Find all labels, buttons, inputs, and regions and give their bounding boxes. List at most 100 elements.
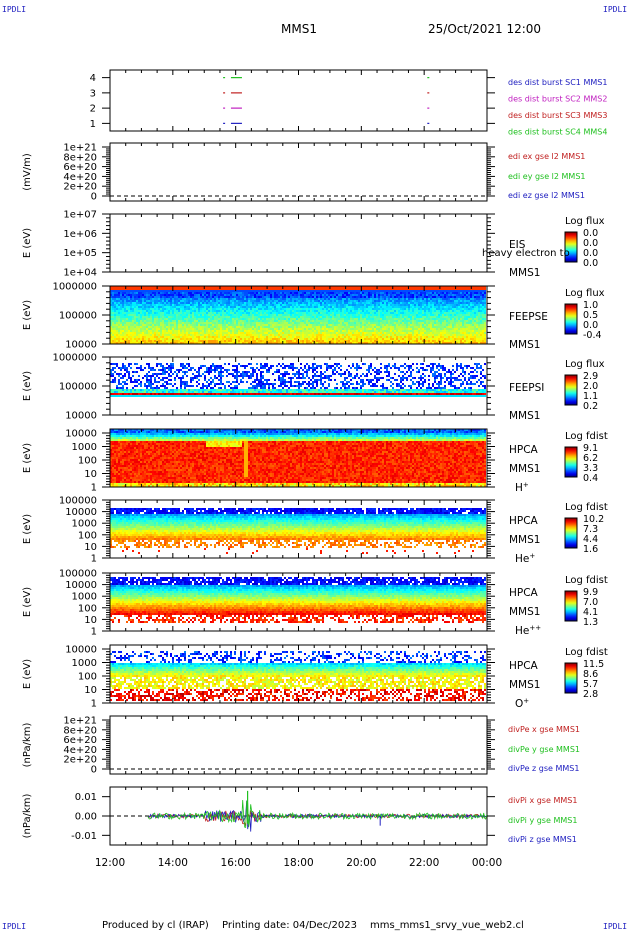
colorbar-tick-feepsi: 0.2 (583, 401, 598, 412)
spectrogram-feepsi (110, 363, 486, 397)
y-axis-label-divpe: (nPa/km) (22, 723, 33, 768)
y-tick-label-hpca_o: 1 (91, 699, 97, 710)
y-axis-label-hpca_o: E (eV) (22, 659, 33, 689)
spectrogram-hpca_he (110, 508, 486, 554)
y-tick-label-hpca_he: 10 (84, 542, 97, 553)
y-tick-label-feepsi: 100000 (59, 382, 97, 393)
instrument-label-hpca_hepp: HPCA (509, 587, 539, 599)
y-tick-label-divpi: 0.01 (75, 792, 97, 803)
y-axis-label-feepse: E (eV) (22, 300, 33, 330)
y-axis-label-feepsi: E (eV) (22, 371, 33, 401)
species-label-hpca_h: H+ (515, 481, 529, 494)
y-tick-label-hpca_hepp: 10000 (65, 580, 97, 591)
legend-entry-burst: des dist burst SC3 MMS3 (508, 111, 607, 120)
species-label-hpca_he: He+ (515, 552, 535, 565)
y-tick-label-hpca_h: 10 (84, 469, 97, 480)
legend-entry-divpi: divPi y gse MMS1 (508, 816, 577, 825)
spectrogram-hpca_o (110, 651, 486, 701)
panel-frame-divpe (110, 716, 487, 774)
y-tick-label-feepsi: 1000000 (52, 353, 97, 364)
y-tick-label-divpe: 0 (91, 765, 97, 776)
colorbar-tick-hpca_o: 2.8 (583, 689, 598, 700)
y-tick-label-hpca_hepp: 10 (84, 615, 97, 626)
y-tick-label-hpca_hepp: 1000 (72, 592, 97, 603)
y-tick-label-divpi: 0.00 (75, 812, 97, 823)
y-tick-label-hpca_o: 10 (84, 685, 97, 696)
species-charge-hpca_he: + (529, 552, 535, 560)
y-tick-label-hpca_he: 1 (91, 554, 97, 565)
spectrogram-feepse (110, 286, 486, 344)
spacecraft-label-eis: MMS1 (509, 267, 540, 279)
colorbar-hpca_o (565, 663, 577, 693)
y-tick-label-hpca_he: 1000 (72, 519, 97, 530)
colorbar-title-hpca_o: Log fdist (565, 647, 608, 658)
instrument-label-hpca_he: HPCA (509, 515, 539, 527)
divpi-series-line (148, 800, 487, 827)
y-axis-label-hpca_he: E (eV) (22, 514, 33, 544)
instrument-label-hpca_h: HPCA (509, 444, 539, 456)
species-label-hpca_hepp: He++ (515, 624, 541, 637)
spacecraft-label-feepse: MMS1 (509, 339, 540, 351)
legend-entry-burst: des dist burst SC2 MMS2 (508, 95, 607, 104)
instrument-label-feepsi: FEEPSI (509, 382, 544, 394)
y-tick-label-burst: 3 (90, 88, 96, 99)
legend-entry-divpi: divPi z gse MMS1 (508, 835, 577, 844)
legend-entry-divpe: divPe x gse MMS1 (508, 725, 580, 734)
y-tick-label-burst: 4 (90, 73, 96, 84)
y-tick-label-hpca_h: 1 (91, 483, 97, 494)
legend-entry-edi: edi ex gse l2 MMS1 (508, 152, 585, 161)
colorbar-tick-feepse: -0.4 (583, 330, 602, 341)
colorbar-feepse (565, 304, 577, 334)
legend-entry-burst: des dist burst SC1 MMS1 (508, 78, 607, 87)
panel-frame-edi (110, 143, 487, 201)
legend-entry-burst: des dist burst SC4 MMS4 (508, 128, 607, 137)
colorbar-hpca_he (565, 518, 577, 548)
colorbar-tick-eis: 0.0 (583, 258, 598, 269)
y-tick-label-hpca_he: 100000 (59, 496, 97, 507)
legend-entry-edi: edi ez gse l2 MMS1 (508, 191, 585, 200)
x-tick-label: 00:00 (472, 857, 502, 869)
legend-entry-divpi: divPi x gse MMS1 (508, 796, 577, 805)
y-axis-label-edi: (mV/m) (22, 153, 33, 191)
instrument-label-hpca_o: HPCA (509, 660, 539, 672)
overlay-text-eis: heavy electron to (482, 248, 570, 259)
divpi-series-line (148, 801, 487, 832)
spacecraft-label-hpca_h: MMS1 (509, 463, 540, 475)
y-axis-label-divpi: (nPa/km) (22, 794, 33, 839)
spacecraft-label-feepsi: MMS1 (509, 410, 540, 422)
spacecraft-label-hpca_hepp: MMS1 (509, 606, 540, 618)
y-tick-label-eis: 1e+07 (63, 210, 97, 221)
colorbar-title-feepse: Log flux (565, 288, 605, 299)
y-tick-label-hpca_h: 100 (78, 456, 97, 467)
y-tick-label-feepsi: 10000 (65, 411, 97, 422)
y-tick-label-hpca_hepp: 100000 (59, 569, 97, 580)
legend-entry-divpe: divPe z gse MMS1 (508, 764, 579, 773)
species-charge-hpca_o: + (523, 697, 529, 705)
x-tick-label: 22:00 (409, 857, 439, 869)
y-tick-label-hpca_h: 1000 (72, 442, 97, 453)
y-tick-label-hpca_hepp: 1 (91, 627, 97, 638)
x-tick-label: 20:00 (346, 857, 376, 869)
colorbar-tick-hpca_he: 1.6 (583, 544, 598, 555)
y-tick-label-eis: 1e+04 (63, 268, 97, 279)
spacecraft-label-hpca_he: MMS1 (509, 534, 540, 546)
y-tick-label-feepse: 10000 (65, 340, 97, 351)
spectrogram-hpca_hepp (110, 577, 486, 623)
colorbar-hpca_h (565, 447, 577, 477)
y-axis-label-hpca_h: E (eV) (22, 443, 33, 473)
x-tick-label: 18:00 (283, 857, 313, 869)
y-tick-label-hpca_o: 100 (78, 672, 97, 683)
y-tick-label-burst: 2 (90, 104, 96, 115)
y-tick-label-hpca_he: 100 (78, 530, 97, 541)
colorbar-tick-hpca_h: 0.4 (583, 473, 598, 484)
y-tick-label-edi: 0 (91, 192, 97, 203)
legend-entry-divpe: divPe y gse MMS1 (508, 745, 580, 754)
colorbar-title-hpca_hepp: Log fdist (565, 575, 608, 586)
colorbar-title-hpca_h: Log fdist (565, 431, 608, 442)
y-axis-label-eis: E (eV) (22, 228, 33, 258)
colorbar-title-eis: Log flux (565, 216, 605, 227)
colorbar-tick-hpca_hepp: 1.3 (583, 617, 598, 628)
spacecraft-label-hpca_o: MMS1 (509, 679, 540, 691)
colorbar-hpca_hepp (565, 591, 577, 621)
chart-stack: 4 3 2 1 des dist burst SC1 MMS1 des dist burs… (0, 0, 630, 934)
